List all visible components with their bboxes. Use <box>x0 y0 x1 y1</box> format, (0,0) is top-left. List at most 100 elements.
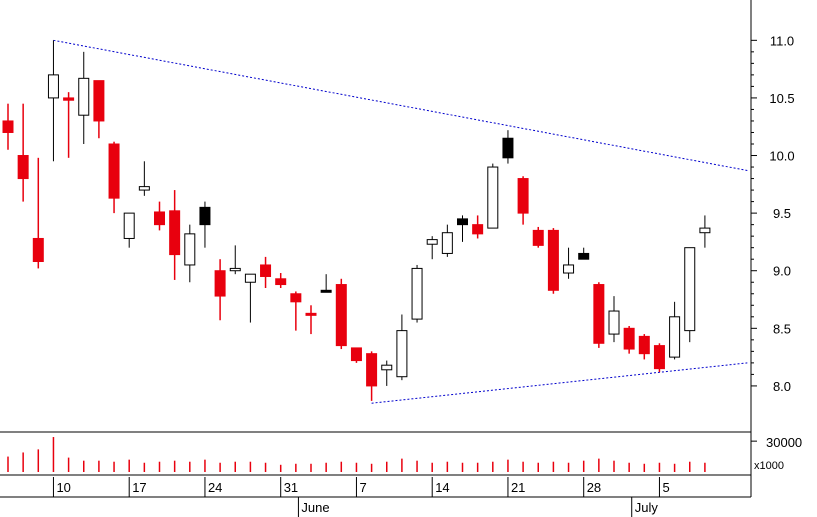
candle-body <box>2 120 14 133</box>
candle-body <box>184 233 196 266</box>
candle-body <box>578 252 590 260</box>
candle-body <box>229 267 241 272</box>
candle-body <box>396 330 408 378</box>
candle <box>472 215 484 239</box>
candle <box>441 224 453 257</box>
candle-body <box>684 247 696 332</box>
candle <box>108 141 120 214</box>
candle-body <box>32 237 44 263</box>
candle <box>244 273 256 323</box>
candle <box>653 343 665 373</box>
y-tick-label: 8.0 <box>773 379 791 394</box>
candle-body <box>169 210 181 256</box>
lower-trendline <box>371 362 748 404</box>
x-tick-label: 17 <box>132 480 146 495</box>
candle-body <box>350 347 362 362</box>
x-tick-label: 7 <box>359 480 366 495</box>
candle <box>608 296 620 343</box>
candle-body <box>699 227 711 234</box>
candle <box>184 224 196 283</box>
candle <box>366 351 378 401</box>
candle <box>93 80 105 139</box>
candle <box>214 259 226 321</box>
candle <box>487 163 499 229</box>
y-tick-label: 9.5 <box>773 206 791 221</box>
candle <box>275 273 287 288</box>
y-tick-label: 8.5 <box>773 321 791 336</box>
candle <box>502 130 514 164</box>
candle-body <box>244 273 256 283</box>
x-tick-label: 24 <box>208 480 222 495</box>
month-label: June <box>301 500 329 515</box>
candle-body <box>472 224 484 235</box>
candle <box>2 103 14 150</box>
candle <box>78 51 90 144</box>
y-tick-label: 10.5 <box>769 91 794 106</box>
candle <box>138 161 150 196</box>
candle-body <box>93 80 105 122</box>
candle-body <box>608 310 620 335</box>
volume-tick-label: 30000 <box>766 435 802 450</box>
candle <box>593 282 605 348</box>
candle-body <box>563 264 575 274</box>
candle <box>532 226 544 248</box>
x-tick-label: 28 <box>587 480 601 495</box>
candle-body <box>669 316 681 358</box>
upper-trendline <box>53 39 748 171</box>
candles <box>2 40 711 401</box>
candle-body <box>457 218 468 226</box>
x-tick-label: 5 <box>662 480 669 495</box>
candle-body <box>305 312 317 316</box>
candle <box>381 360 393 386</box>
candle-body <box>320 289 332 293</box>
candle <box>623 326 635 354</box>
candle-body <box>653 345 665 370</box>
candle <box>547 228 559 294</box>
y-tick-label: 10.0 <box>769 149 794 164</box>
candle <box>63 92 75 158</box>
candle <box>396 314 408 381</box>
y-tick-label: 9.0 <box>773 264 791 279</box>
candle-body <box>426 239 438 245</box>
candle-body <box>138 186 150 191</box>
candle-body <box>154 211 165 226</box>
candle-body <box>366 353 378 387</box>
candle-body <box>199 206 211 226</box>
candle-body <box>123 212 135 239</box>
y-tick-label: 11.0 <box>770 33 794 48</box>
x-axis-labels: 10 17 24 31 7 14 21 28 5 June July <box>52 477 670 517</box>
trendlines <box>53 39 748 404</box>
candle <box>638 334 650 360</box>
candle <box>123 212 135 248</box>
candle-body <box>335 284 347 347</box>
candle-body <box>623 327 635 350</box>
candle <box>699 215 711 248</box>
candle <box>199 201 211 248</box>
candle-body <box>441 232 453 254</box>
candle-body <box>290 293 302 303</box>
candle <box>32 157 44 269</box>
x-tick-label: 10 <box>56 480 70 495</box>
volume-unit-box <box>752 456 814 472</box>
candle-body <box>411 267 423 320</box>
candle-body <box>214 270 226 297</box>
candle-body <box>381 364 393 371</box>
candle <box>229 245 241 275</box>
candle <box>684 247 696 343</box>
candle <box>260 256 272 288</box>
candle <box>669 301 681 360</box>
candle-body <box>547 229 559 291</box>
candle <box>578 247 590 260</box>
candle <box>563 247 575 279</box>
candle-body <box>260 264 272 277</box>
candle-body <box>17 155 29 180</box>
x-tick-label: 31 <box>284 480 298 495</box>
candle-body <box>63 97 75 101</box>
candle-body <box>517 178 529 214</box>
candle <box>335 278 347 350</box>
candle <box>17 103 29 202</box>
candle-body <box>78 77 90 116</box>
candle <box>47 40 59 162</box>
candle <box>305 305 317 335</box>
